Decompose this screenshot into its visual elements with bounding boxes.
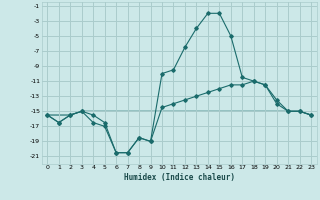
X-axis label: Humidex (Indice chaleur): Humidex (Indice chaleur) <box>124 173 235 182</box>
